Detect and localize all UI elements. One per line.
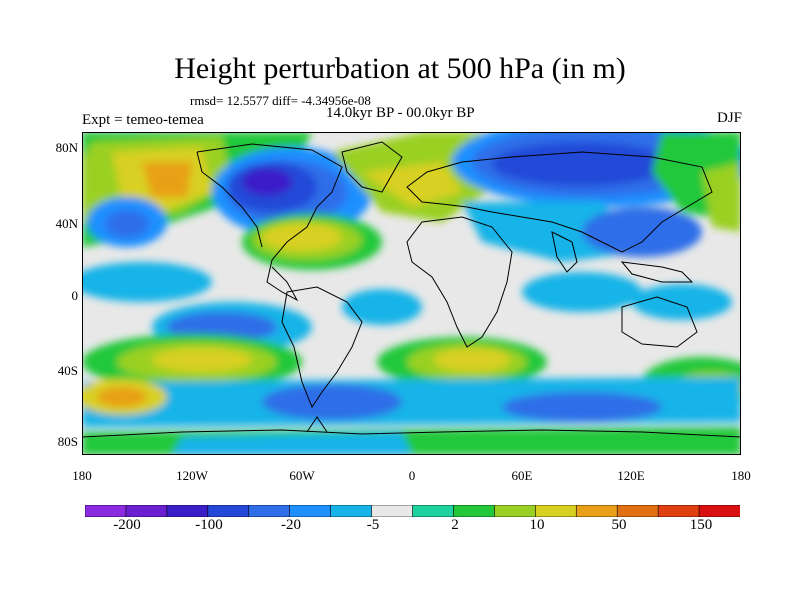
colorbar — [85, 505, 740, 517]
colorbar-swatch — [85, 505, 127, 517]
colorbar-swatch — [330, 505, 373, 517]
lon-label-180-left: 180 — [72, 468, 92, 483]
colorbar-swatch — [616, 505, 659, 517]
lat-label-80n: 80N — [55, 140, 78, 155]
colorbar-label: 150 — [689, 517, 713, 533]
colorbar-swatch — [494, 505, 536, 517]
lon-label-0: 0 — [408, 468, 416, 483]
lat-label-0: 0 — [71, 288, 79, 303]
colorbar-label: -5 — [366, 517, 380, 533]
lon-label-60e: 60E — [511, 468, 533, 483]
colorbar-label: 50 — [611, 517, 627, 533]
colorbar-swatch — [412, 505, 455, 517]
plot-title: Height perturbation at 500 hPa (in m) — [174, 52, 626, 85]
contour-fields — [82, 132, 741, 455]
lat-label-80s: 80S — [57, 434, 78, 449]
experiment-label: Expt = temeo-temea — [82, 112, 204, 128]
map-panel — [82, 132, 741, 455]
colorbar-label: -100 — [195, 517, 223, 533]
lon-label-120w: 120W — [176, 468, 208, 483]
colorbar-swatch — [575, 505, 618, 517]
colorbar-label: -20 — [281, 517, 301, 533]
colorbar-swatch — [207, 505, 250, 517]
colorbar-swatch — [125, 505, 168, 517]
colorbar-label: -200 — [113, 517, 141, 533]
colorbar-swatch — [166, 505, 209, 517]
colorbar-swatch — [453, 505, 495, 517]
lon-label-60w: 60W — [289, 468, 315, 483]
coastlines — [82, 141, 741, 438]
stats-label: rmsd= 12.5577 diff= -4.34956e-08 — [190, 93, 371, 108]
period-label: 14.0kyr BP - 00.0kyr BP — [326, 105, 475, 121]
colorbar-swatch — [248, 505, 291, 517]
colorbar-label: 10 — [529, 517, 545, 533]
map-frame — [82, 132, 741, 455]
colorbar-swatch — [371, 505, 414, 517]
colorbar-swatch — [535, 505, 577, 517]
lat-label-40s: 40S — [57, 363, 78, 378]
lon-label-120e: 120E — [617, 468, 645, 483]
lon-label-180-right: 180 — [731, 468, 751, 483]
lat-label-40n: 40N — [55, 216, 78, 231]
colorbar-swatch — [698, 505, 740, 517]
season-label: DJF — [716, 110, 742, 126]
colorbar-label: 2 — [451, 517, 459, 533]
colorbar-swatch — [657, 505, 700, 517]
colorbar-swatch — [289, 505, 332, 517]
